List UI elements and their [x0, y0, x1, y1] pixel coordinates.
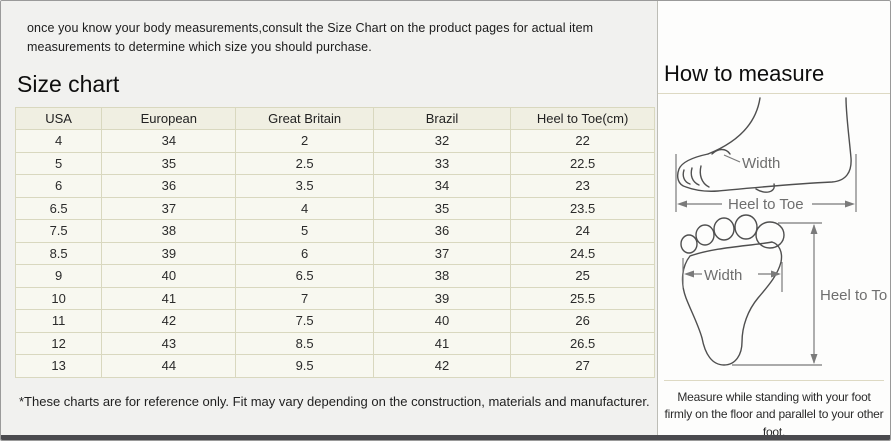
divider-top — [658, 93, 890, 94]
table-cell: 7.5 — [14, 219, 103, 243]
table-cell: 34 — [101, 129, 237, 153]
table-cell: 39 — [101, 241, 237, 266]
table-cell: 37 — [372, 241, 512, 266]
table-cell: 42 — [101, 309, 237, 333]
column-header: USA — [14, 106, 103, 131]
table-cell: 3.5 — [235, 174, 374, 198]
table-cell: 4 — [14, 129, 103, 153]
table-row: 4 34 2 32 22 — [14, 129, 655, 153]
table-cell: 7.5 — [235, 309, 374, 333]
table-cell: 24 — [510, 219, 655, 243]
table-row: 7.5 38 5 36 24 — [14, 219, 655, 243]
table-row: 11 42 7.5 40 26 — [14, 309, 655, 333]
table-cell: 13 — [14, 354, 103, 378]
table-cell: 25.5 — [510, 286, 655, 311]
side-width-label: Width — [742, 155, 780, 172]
intro-text: once you know your body measurements,con… — [27, 21, 594, 55]
table-row: 13 44 9.5 42 27 — [14, 354, 655, 378]
size-chart-table-header: USA European Great Britain Brazil Heel to To… — [14, 106, 655, 131]
table-cell: 35 — [101, 151, 237, 176]
table-cell: 32 — [372, 129, 512, 153]
table-cell: 36 — [372, 219, 512, 243]
table-cell: 6 — [235, 241, 374, 266]
how-to-measure-title: How to measure — [664, 61, 825, 86]
table-cell: 9 — [14, 264, 103, 288]
table-cell: 2.5 — [235, 151, 374, 176]
table-cell: 26 — [510, 309, 655, 333]
table-cell: 35 — [372, 196, 512, 221]
table-cell: 10 — [14, 286, 103, 311]
column-header: Heel to Toe(cm) — [510, 106, 655, 131]
foot-sole-view-diagram: Width Heel to Toe — [680, 214, 888, 366]
table-cell: 7 — [235, 286, 374, 311]
table-cell: 4 — [235, 196, 374, 221]
table-cell: 38 — [101, 219, 237, 243]
table-row: 9 40 6.5 38 25 — [14, 264, 655, 288]
size-chart-section: once you know your body measurements,con… — [1, 1, 657, 440]
table-cell: 5 — [14, 151, 103, 176]
sole-heel-to-toe-label: Heel to Toe — [820, 287, 888, 304]
foot-side-view-diagram: Width Heel to Toe — [675, 97, 857, 213]
table-cell: 8.5 — [235, 331, 374, 356]
table-cell: 39 — [372, 286, 512, 311]
table-cell: 24.5 — [510, 241, 655, 266]
table-cell: 11 — [14, 309, 103, 333]
measure-note: Measure while standing with your foot fi… — [658, 372, 890, 440]
table-cell: 36 — [101, 174, 237, 198]
table-row: 8.5 39 6 37 24.5 — [14, 241, 655, 266]
size-chart-title: Size chart — [17, 70, 120, 97]
divider-bottom — [664, 380, 884, 381]
table-cell: 41 — [372, 331, 512, 356]
table-cell: 2 — [235, 129, 374, 153]
table-row: 6 36 3.5 34 23 — [14, 174, 655, 198]
table-cell: 23 — [510, 174, 655, 198]
column-header: Great Britain — [235, 106, 374, 131]
table-cell: 34 — [372, 174, 512, 198]
how-to-measure-section: How to measure Width — [657, 1, 890, 440]
table-cell: 44 — [101, 354, 237, 378]
column-header: Brazil — [372, 106, 512, 131]
table-cell: 27 — [510, 354, 655, 378]
table-cell: 43 — [101, 331, 237, 356]
table-cell: 38 — [372, 264, 512, 288]
table-cell: 22.5 — [510, 151, 655, 176]
table-cell: 40 — [101, 264, 237, 288]
table-row: 12 43 8.5 41 26.5 — [14, 331, 655, 356]
size-chart-table-body: 4 34 2 32 22 5 35 2.5 33 22.5 6 36 3.5 34 23 6.5 37 4 35 23… — [14, 129, 655, 378]
table-cell: 26.5 — [510, 331, 655, 356]
table-cell: 40 — [372, 309, 512, 333]
table-cell: 22 — [510, 129, 655, 153]
table-cell: 8.5 — [14, 241, 103, 266]
table-cell: 23.5 — [510, 196, 655, 221]
table-cell: 42 — [372, 354, 512, 378]
table-cell: 6.5 — [235, 264, 374, 288]
reference-footnote: *These charts are for reference only. Fi… — [19, 393, 650, 409]
column-header: European — [101, 106, 237, 131]
table-cell: 9.5 — [235, 354, 374, 378]
table-row: 10 41 7 39 25.5 — [14, 286, 655, 311]
table-row: 5 35 2.5 33 22.5 — [14, 151, 655, 176]
measure-diagrams: Width Heel to Toe — [658, 94, 890, 372]
table-cell: 5 — [235, 219, 374, 243]
table-cell: 37 — [101, 196, 237, 221]
table-cell: 6.5 — [14, 196, 103, 221]
table-cell: 33 — [372, 151, 512, 176]
side-heel-to-toe-label: Heel to Toe — [728, 196, 804, 213]
measure-note-text: Measure while standing with your foot fi… — [664, 390, 884, 439]
sole-width-label: Width — [704, 267, 742, 284]
table-cell: 25 — [510, 264, 655, 288]
table-row: 6.5 37 4 35 23.5 — [14, 196, 655, 221]
table-cell: 41 — [101, 286, 237, 311]
table-cell: 12 — [14, 331, 103, 356]
size-chart-table: USA European Great Britain Brazil Heel to To… — [14, 106, 655, 378]
table-cell: 6 — [14, 174, 103, 198]
